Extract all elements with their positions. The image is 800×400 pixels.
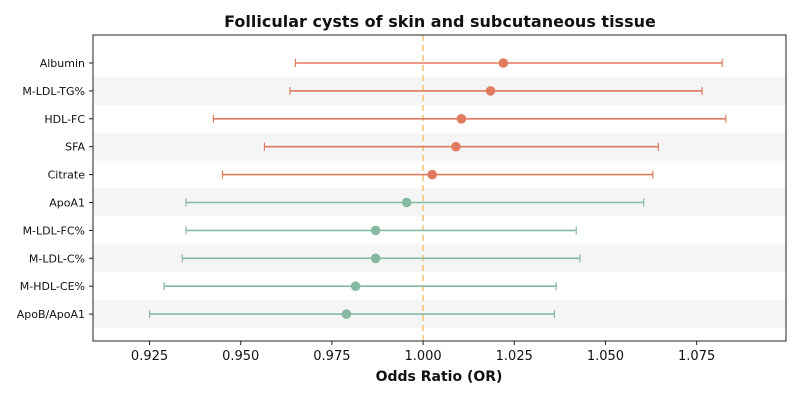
row-M-LDL-C% — [181, 253, 581, 264]
y-tick-label: M-LDL-TG% — [22, 85, 85, 98]
x-axis-ticks: 0.925 0.950 0.975 1.000 1.025 1.050 1.075 — [131, 341, 715, 364]
x-tick-label: 0.975 — [313, 349, 350, 364]
y-tick-label: HDL-FC — [44, 113, 85, 126]
x-tick-label: 1.050 — [587, 349, 624, 364]
error-bars — [148, 58, 727, 319]
x-tick-label: 1.025 — [496, 349, 533, 364]
row-ApoA1 — [185, 197, 645, 208]
or-point — [451, 141, 461, 152]
or-point — [370, 225, 381, 236]
y-tick-label: M-HDL-CE% — [20, 280, 85, 293]
row-M-HDL-CE% — [163, 281, 557, 292]
x-tick-label: 0.950 — [222, 349, 259, 364]
or-point — [370, 253, 381, 264]
row-Albumin — [294, 58, 723, 68]
x-tick-label: 1.000 — [404, 349, 441, 364]
or-point — [401, 197, 412, 208]
row-SFA — [263, 141, 659, 152]
or-point — [427, 169, 438, 180]
row-M-LDL-FC% — [185, 225, 577, 236]
y-tick-label: ApoA1 — [49, 197, 85, 210]
plot-frame — [92, 34, 787, 342]
or-point — [456, 114, 467, 124]
row-M-LDL-TG% — [289, 86, 703, 96]
y-tick-label: Albumin — [40, 57, 85, 70]
or-point — [341, 309, 352, 319]
x-tick-label: 0.925 — [131, 349, 168, 364]
y-tick-label: ApoB/ApoA1 — [17, 308, 85, 321]
row-HDL-FC — [212, 114, 727, 124]
y-tick-label: Citrate — [48, 169, 86, 182]
y-axis-ticks: Albumin M-LDL-TG% HDL-FC SFA Citrate ApoA1 M-L… — [17, 57, 93, 321]
or-point — [485, 86, 496, 96]
x-axis-label: Odds Ratio (OR) — [376, 369, 503, 385]
y-tick-label: M-LDL-C% — [29, 252, 85, 265]
or-point — [350, 281, 361, 292]
row-Citrate — [221, 169, 654, 180]
y-tick-label: M-LDL-FC% — [23, 224, 85, 237]
row-ApoB/ApoA1 — [148, 309, 555, 319]
x-tick-label: 1.075 — [678, 349, 715, 364]
chart-title: Follicular cysts of skin and subcutaneou… — [224, 12, 656, 31]
y-tick-label: SFA — [65, 141, 85, 154]
or-point — [498, 58, 509, 68]
